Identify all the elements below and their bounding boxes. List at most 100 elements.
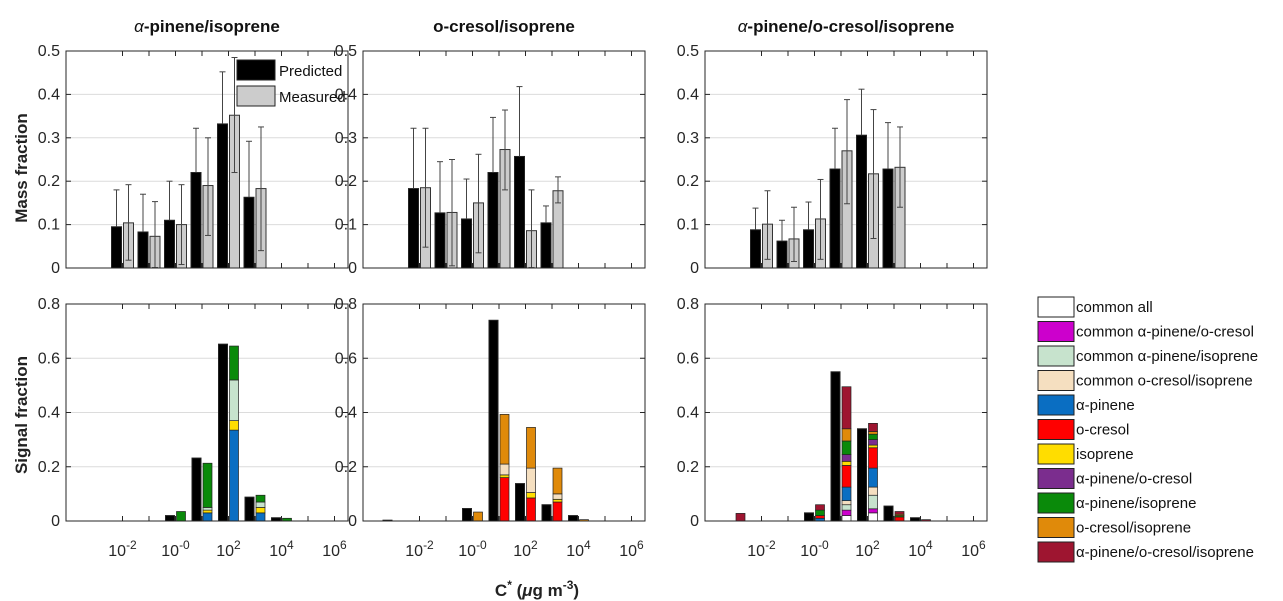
bar-segment [499,474,510,478]
legend-label-predicted: Predicted [279,63,342,80]
x-tick-exponent: 4 [287,538,294,552]
legend-label: α-pinene [1076,397,1135,414]
bar-segment [255,507,266,514]
y-tick-label: 0.5 [38,43,60,60]
bar-predicted [883,505,894,522]
bar-segment [868,423,878,432]
bar-segment [841,500,852,506]
plot-frame [65,303,349,522]
bar-predicted [487,172,499,269]
y-axis-title-signal-fraction: Signal fraction [12,356,31,474]
panel-bottom-3: 00.20.40.60.810-2 10-0 102 104 106 [677,296,988,560]
x-tick-exponent: 6 [637,538,644,552]
bar-segment [526,427,536,469]
x-tick-label: 104 [908,538,933,560]
plot-frame [704,50,988,269]
legend-swatch [1037,541,1075,563]
plot-frame [362,50,646,269]
legend-label: isoprene [1076,446,1134,463]
legend-swatch [1037,517,1075,538]
legend-label: o-cresol [1076,422,1129,439]
panel-title: o-cresol/isoprene [433,17,575,36]
y-tick-label: 0.2 [38,173,60,190]
y-tick-label: 0.5 [677,43,699,60]
bar-predicted [541,504,552,522]
y-tick-label: 0 [690,513,699,530]
bar-segment [202,512,213,522]
x-tick-label: 102 [513,538,538,560]
bar-predicted [434,212,446,269]
bar-segment [841,504,852,511]
x-axis-title-unit: g m [533,581,563,600]
x-tick-label: 104 [566,538,591,560]
bar-segment [868,486,878,496]
bar-segment [841,440,852,455]
bar-predicted [857,428,867,522]
bar-segment [202,509,213,514]
bar-segment [815,509,825,516]
bar-segment [815,504,825,511]
y-tick-label: 0.8 [38,296,60,313]
plot-frame [704,303,988,522]
x-axis-title: C* (μg m-3) [495,578,579,600]
y-tick-label: 0.3 [38,130,60,147]
x-tick-label: 10-0 [458,538,487,560]
bar-predicted [190,172,202,269]
x-tick-base: 10 [161,543,179,560]
legend-swatch [1037,492,1075,514]
x-tick-label: 10-2 [747,538,776,560]
panels: 00.10.20.30.40.5α-pinene/isoprene00.10.2… [38,17,988,560]
x-tick-exponent: -2 [765,538,776,552]
y-tick-label: 0.2 [335,173,357,190]
bar-segment [473,511,483,522]
bar-segment [526,467,536,493]
bar-predicted [244,496,255,522]
bar-segment [526,492,536,499]
y-tick-label: 0.4 [38,86,60,103]
x-tick-base: 10 [747,543,765,560]
bar-segment [229,420,239,431]
bar-predicted [830,371,841,522]
legend-swatch [1037,321,1075,342]
legend-swatch [1037,468,1075,489]
x-tick-label: 10-2 [108,538,137,560]
x-tick-exponent: 4 [584,538,591,552]
legend-label: α-pinene/o-cresol/isoprene [1076,544,1254,561]
bar-segment [499,477,510,522]
y-tick-label: 0.4 [335,86,357,103]
plot-frame [362,303,646,522]
x-tick-label: 106 [322,538,347,560]
x-tick-exponent: 2 [531,538,538,552]
legend-label: α-pinene/isoprene [1076,495,1196,512]
bar-segment [868,512,878,522]
bar-segment [894,516,905,522]
y-tick-label: 0.3 [335,130,357,147]
bar-segment [229,345,239,381]
legend-label: common all [1076,299,1153,316]
x-tick-base: 10 [513,543,531,560]
legend-swatch [1037,370,1075,391]
bar-predicted [750,229,761,269]
bar-segment [255,512,266,522]
x-tick-base: 10 [566,543,584,560]
legend-swatch [1037,296,1075,318]
bar-segment [868,444,878,449]
bar-predicted [462,508,472,522]
x-tick-exponent: 4 [926,538,933,552]
bar-segment [552,501,563,522]
y-tick-label: 0.5 [335,43,357,60]
legend-swatch [1037,443,1075,465]
x-tick-label: 102 [855,538,880,560]
bar-predicted [461,218,472,269]
panel-bottom-2: 00.20.40.60.810-2 10-0 102 104 106 [335,296,646,560]
x-tick-base: 10 [108,543,126,560]
bar-segment [841,486,852,502]
bar-segment [552,467,563,495]
panel-top-2: 0 0.1 0.2 0.3 0.4 0.5 o-cresol/isoprene [335,17,646,277]
y-tick-label: 0.6 [335,350,357,367]
bar-segment [841,460,852,466]
panel-bottom-1: 00.20.40.60.810-2 10-0 102 104 106 [38,296,349,560]
y-tick-label: 0.4 [677,405,699,422]
legend-signal-categories: common all common α-pinene/o-cresol common… [1037,296,1258,563]
